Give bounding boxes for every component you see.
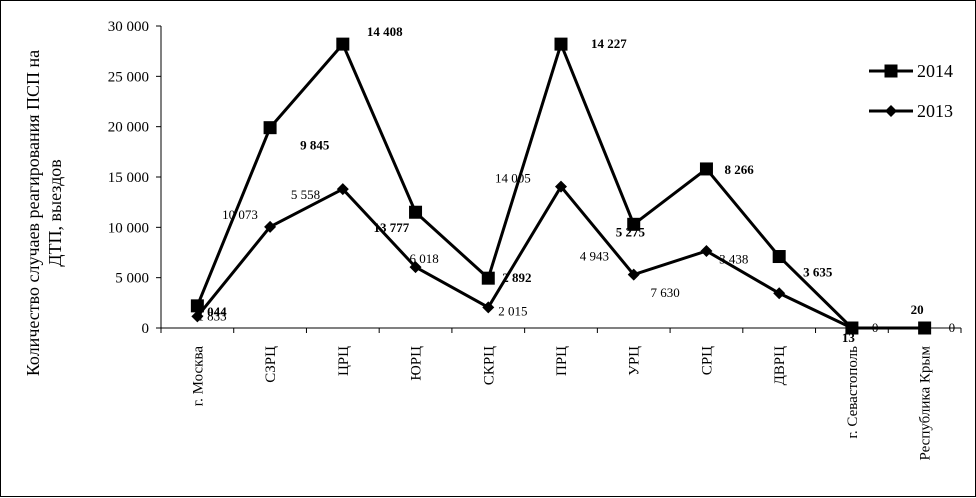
- data-point-2014: [481, 271, 495, 285]
- data-point-2013: [409, 261, 422, 274]
- x-tick-label: г. Севастополь: [845, 346, 861, 439]
- x-tick-label: ПРЦ: [554, 346, 570, 376]
- data-label-2014: 8 266: [724, 162, 754, 177]
- data-point-2013: [773, 287, 786, 300]
- data-label-2013: 4 943: [580, 249, 609, 264]
- y-tick-label: 30 000: [108, 19, 149, 35]
- data-label-2014: 1 044: [197, 304, 227, 319]
- data-label-2013: 7 630: [650, 285, 679, 300]
- data-point-2014: [336, 37, 350, 51]
- data-label-2013: 14 005: [495, 171, 531, 186]
- x-tick-label: ДВРЦ: [772, 346, 788, 386]
- legend-label-2014: 2014: [917, 61, 953, 81]
- data-label-2013: 5 558: [291, 187, 320, 202]
- data-point-2013: [555, 180, 567, 193]
- data-label-2013: 0: [872, 320, 879, 335]
- data-labels: 1 044 9 845 14 408 13 777 2 892 14 227 5 275 8 …: [197, 24, 955, 345]
- data-point-2013: [918, 322, 931, 334]
- data-label-2014: 3 635: [803, 265, 833, 280]
- data-point-2014: [554, 37, 568, 51]
- data-point-2013: [264, 220, 277, 233]
- x-tick-label: Республика Крым: [918, 345, 934, 460]
- data-point-2014: [627, 217, 641, 231]
- x-tick-label: г. Москва: [190, 346, 206, 407]
- y-axis-title-line: ДТП, выездов: [45, 159, 65, 267]
- data-point-2013: [627, 268, 640, 281]
- data-label-2014: 5 275: [616, 224, 646, 239]
- x-tick-label: ЦРЦ: [336, 346, 352, 376]
- x-tick-label: СЗРЦ: [263, 346, 279, 383]
- data-label-2014: 14 227: [591, 36, 627, 51]
- y-axis-title: Количество случаев реагирования ПСП на ДТ…: [23, 50, 65, 376]
- data-label-2013: 2 015: [498, 303, 527, 318]
- y-tick-label: 0: [142, 321, 150, 337]
- data-label-2014: 9 845: [300, 138, 330, 153]
- data-point-2014: [699, 162, 713, 176]
- legend: 2014 2013: [869, 61, 953, 121]
- legend-marker-2014: [884, 64, 898, 78]
- data-label-2014: 2 892: [502, 270, 531, 285]
- series-line-2013: [196, 183, 925, 330]
- data-point-2014: [772, 250, 786, 264]
- data-point-2013: [700, 244, 713, 257]
- series-lines: [190, 37, 932, 335]
- data-point-2013: [336, 183, 349, 196]
- data-label-2013: 6 018: [410, 251, 439, 266]
- y-axis-title-line: Количество случаев реагирования ПСП на: [23, 50, 43, 376]
- x-tick-label: СРЦ: [699, 346, 715, 375]
- data-point-2014: [190, 299, 204, 313]
- legend-label-2013: 2013: [917, 101, 953, 121]
- axes: 0 5 000 10 000 15 000 20 000 25 000 30 000 г. М…: [108, 19, 962, 460]
- y-tick-label: 25 000: [108, 69, 149, 85]
- legend-marker-2013: [885, 105, 897, 117]
- y-tick-label: 5 000: [115, 271, 149, 287]
- data-label-2014: 20: [911, 302, 924, 317]
- data-point-2013: [191, 310, 204, 323]
- data-label-2014: 13 777: [374, 220, 410, 235]
- x-tick-label: ЮРЦ: [409, 346, 425, 381]
- data-point-2013: [845, 322, 858, 334]
- x-tick-label: УРЦ: [627, 346, 643, 376]
- y-tick-label: 10 000: [108, 220, 149, 236]
- y-tick-label: 20 000: [108, 120, 149, 136]
- x-tick-label: СКРЦ: [481, 346, 497, 385]
- data-label-2013: 0: [949, 320, 956, 335]
- data-label-2013: 10 073: [222, 207, 258, 222]
- data-point-2014: [263, 121, 277, 135]
- data-label-2013: 1 833: [197, 308, 226, 323]
- y-tick-label: 15 000: [108, 170, 149, 186]
- data-point-2014: [409, 205, 423, 219]
- data-label-2014: 14 408: [367, 24, 403, 39]
- data-point-2013: [482, 301, 495, 314]
- data-label-2014: 13: [842, 330, 856, 345]
- data-label-2013: 3 438: [719, 251, 748, 266]
